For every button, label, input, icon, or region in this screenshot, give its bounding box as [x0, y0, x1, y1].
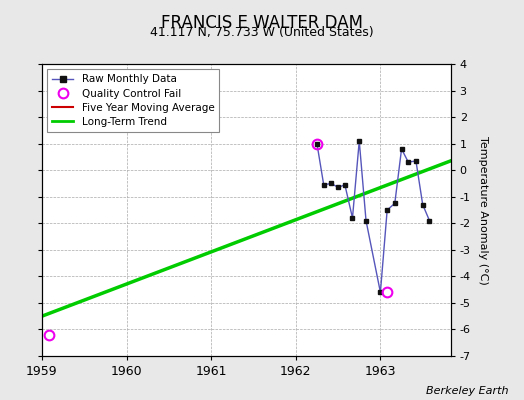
Y-axis label: Temperature Anomaly (°C): Temperature Anomaly (°C) [478, 136, 488, 284]
Text: 41.117 N, 75.733 W (United States): 41.117 N, 75.733 W (United States) [150, 26, 374, 39]
Text: Berkeley Earth: Berkeley Earth [426, 386, 508, 396]
Legend: Raw Monthly Data, Quality Control Fail, Five Year Moving Average, Long-Term Tren: Raw Monthly Data, Quality Control Fail, … [47, 69, 220, 132]
Text: FRANCIS E WALTER DAM: FRANCIS E WALTER DAM [161, 14, 363, 32]
